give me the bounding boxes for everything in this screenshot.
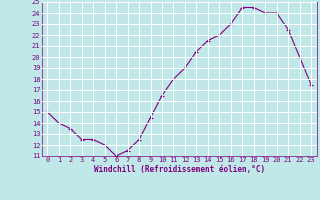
X-axis label: Windchill (Refroidissement éolien,°C): Windchill (Refroidissement éolien,°C) (94, 165, 265, 174)
